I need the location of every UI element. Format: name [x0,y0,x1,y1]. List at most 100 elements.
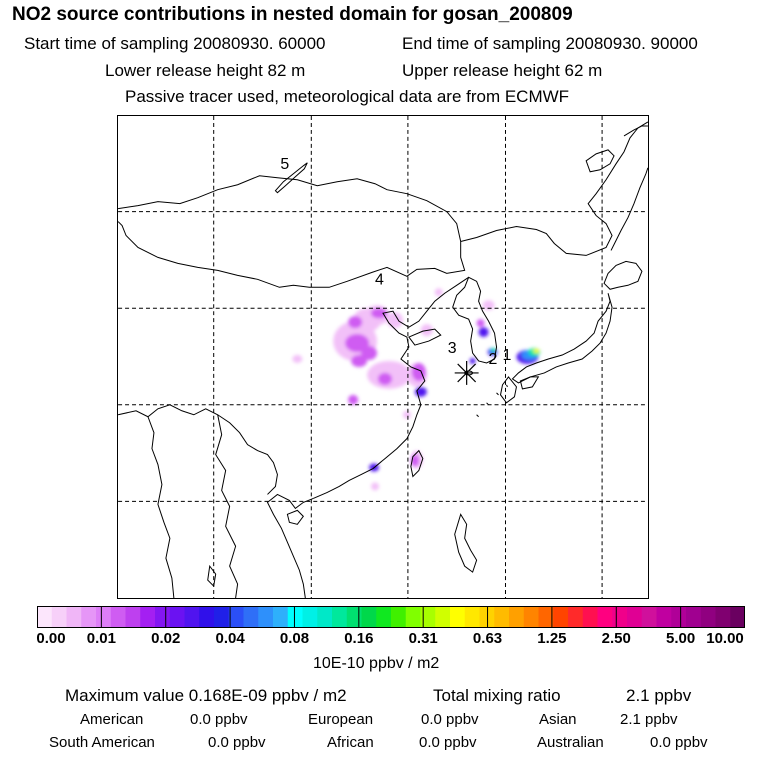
colorbar-cell [686,606,702,628]
colorbar-cell [243,606,259,628]
colorbar-cell [51,606,67,628]
colorbar-cell [214,606,230,628]
region-value-australian: 0.0 ppbv [650,734,708,751]
colorbar-cell [273,606,289,628]
region-name-south-american: South American [49,734,155,751]
myanmar-border [147,416,175,598]
colorbar-cell [376,606,392,628]
footprint-map: 5 4 3 2 1 [117,115,649,599]
colorbar-cell [184,606,200,628]
colorbar-cell [199,606,215,628]
graticule [118,116,648,598]
laos-border [215,414,239,598]
colorbar-tick-label: 0.00 [36,630,66,647]
colorbar-tick-label: 0.08 [279,630,310,647]
colorbar-cell [391,606,407,628]
primorye-coast [610,167,648,251]
colorbar-cell [155,606,171,628]
region-label-1: 1 [503,347,512,364]
amur-border [460,121,648,256]
shandong [408,328,442,346]
region-label-3: 3 [448,340,457,357]
colorbar-cell [332,606,348,628]
colorbar-cell [494,606,510,628]
total-mixing-label: Total mixing ratio [433,686,561,705]
map-background [118,116,648,598]
colorbar-cell [627,606,643,628]
vietnam-coast [266,493,314,598]
colorbar-tick-label: 5.00 [666,630,696,647]
region-name-asian: Asian [539,711,577,728]
colorbar-cell [641,606,657,628]
colorbar-cell [464,606,480,628]
lake-baikal [274,162,308,194]
total-mixing-value: 2.1 ppbv [626,686,692,705]
colorbar-cell [523,606,539,628]
colorbar-tick-label: 0.31 [408,630,438,647]
colorbar-tick-label: 1.25 [537,630,567,647]
colorbar-cell [140,606,156,628]
colorbar-cell [81,606,97,628]
region-label-4: 4 [375,271,384,288]
colorbar-cell [228,606,244,628]
colorbar-cell [66,606,82,628]
colorbar-cell [568,606,584,628]
region-value-south-american: 0.0 ppbv [208,734,266,751]
region-label-5: 5 [280,156,289,173]
colorbar-unit-label: 10E-10 ppbv / m2 [313,655,440,672]
colorbar-cell [730,606,745,628]
kyushu [499,376,517,404]
colorbar-frame [37,606,745,628]
colorbar-cell [37,606,53,628]
max-value-label: Maximum value 0.168E-09 ppbv / m2 [65,686,347,705]
colorbar-cell [715,606,731,628]
colorbar-tick-label: 10.00 [706,630,744,647]
china-south-border [118,404,278,495]
region-value-american: 0.0 ppbv [190,711,248,728]
colorbar-tick-label: 0.04 [215,630,245,647]
receptor-asterisk-icon [454,360,479,385]
page-title: NO2 source contributions in nested domai… [12,4,573,25]
colorbar-cell [346,606,362,628]
region-value-european: 0.0 ppbv [421,711,479,728]
colorbar-cell [597,606,613,628]
lower-release-label: Lower release height 82 m [105,61,306,80]
colorbar-cell [656,606,672,628]
okhotsk-coast [623,125,648,137]
coastlines [118,121,648,598]
hokkaido [603,260,643,290]
colorbar-cell [671,606,687,628]
colorbar-tick-label: 0.01 [86,630,116,647]
colorbar-cell [612,606,628,628]
colorbar-cell [110,606,126,628]
colorbar-cell [420,606,436,628]
luzon [454,513,478,573]
ryukyu-islands [476,384,508,418]
colorbar-cell [302,606,318,628]
region-name-african: African [327,734,374,751]
region-name-european: European [308,711,374,728]
hainan [286,509,304,525]
colorbar-cell [258,606,274,628]
start-time-label: Start time of sampling 20080930. 60000 [24,34,326,53]
colorbar-tick-label: 0.63 [472,630,503,647]
colorbar-cell [700,606,716,628]
colorbar-tick-label: 0.02 [151,630,181,647]
colorbar-cell [361,606,377,628]
colorbar-tick-label: 2.50 [601,630,631,647]
colorbar-cell [582,606,598,628]
colorbar-cell [169,606,185,628]
region-value-asian: 2.1 ppbv [620,711,678,728]
honshu [511,293,613,384]
colorbar-cell [553,606,569,628]
tracer-label: Passive tracer used, meteorological data… [125,87,570,106]
shikoku [519,376,540,390]
sakhalin-tip [585,149,615,173]
upper-release-label: Upper release height 62 m [402,61,603,80]
end-time-label: End time of sampling 20080930. 90000 [402,34,698,53]
colorbar-cell [317,606,333,628]
colorbar-cell [405,606,421,628]
colorbar-cell [509,606,525,628]
colorbar-cell [125,606,141,628]
colorbar-cell [96,606,112,628]
